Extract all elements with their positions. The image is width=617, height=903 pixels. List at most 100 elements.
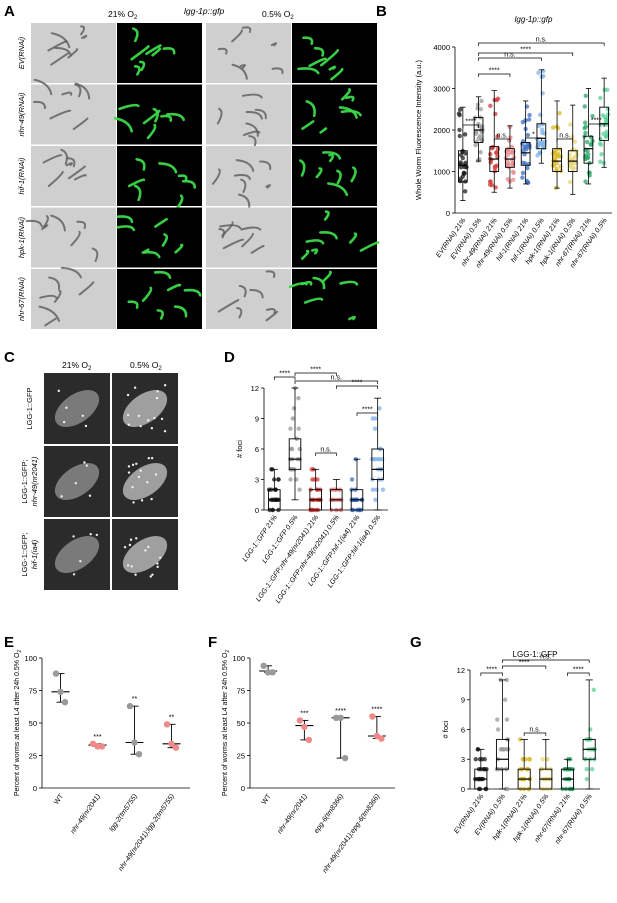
worm-shape <box>322 151 342 160</box>
data-point <box>482 757 487 762</box>
worm-shape <box>166 283 182 292</box>
panel-letter-b: B <box>376 3 387 20</box>
data-point <box>545 757 550 762</box>
worm-shape <box>166 112 185 122</box>
data-point <box>288 426 293 431</box>
autophagy-focus-dot <box>131 485 134 489</box>
worm-shape <box>177 174 188 183</box>
significance-label: **** <box>486 667 497 674</box>
box-iqr <box>495 738 510 770</box>
significance-label: ** <box>169 714 175 721</box>
worm-shape <box>175 194 184 211</box>
worm-shape <box>348 315 356 321</box>
worm-shape <box>151 47 162 57</box>
worm-shape <box>162 47 176 55</box>
data-point <box>478 149 483 155</box>
worm-shape <box>127 178 146 188</box>
autophagy-focus-dot <box>163 430 167 433</box>
brightfield-image <box>206 207 291 268</box>
autophagy-focus-dot <box>134 573 137 576</box>
worm-shape <box>91 247 99 262</box>
data-point <box>590 113 595 119</box>
worm-body-glow <box>54 390 100 427</box>
data-point <box>494 150 499 156</box>
worm-shape <box>328 153 335 163</box>
data-point <box>509 144 515 150</box>
significance-label: n.s. <box>536 37 547 44</box>
data-point <box>370 416 375 421</box>
worm-shape <box>319 231 338 240</box>
worm-shape <box>231 29 243 43</box>
significance-bracket <box>315 452 337 456</box>
data-point <box>504 149 509 154</box>
y-axis-label: # foci <box>235 440 244 458</box>
worm-shape <box>348 232 358 244</box>
data-point <box>288 477 293 482</box>
data-point <box>511 177 516 182</box>
worm-shape <box>43 224 49 229</box>
significance-label: ** <box>132 696 138 703</box>
y-tick-label: 25 <box>237 751 245 760</box>
y-tick-label: 75 <box>29 686 37 695</box>
worm-shape <box>359 241 380 252</box>
worm-shape <box>141 286 153 302</box>
worm-shape <box>265 310 278 322</box>
worm-shape <box>156 309 164 320</box>
data-point <box>502 697 508 702</box>
data-point <box>505 176 511 182</box>
significance-bracket <box>588 123 605 127</box>
worm-shape <box>240 226 262 231</box>
y-tick-label: 25 <box>29 751 37 760</box>
brightfield-image <box>31 269 116 329</box>
y-axis-label: Percent of worms at least L4 after 24h 0… <box>222 650 231 797</box>
box-iqr <box>583 135 594 164</box>
data-point <box>597 141 603 146</box>
worm-shape <box>250 244 265 254</box>
data-point <box>296 717 304 724</box>
panel-letter-d: D <box>224 349 235 366</box>
panel-c-row-label: LGG-1::GFP; <box>20 532 29 576</box>
panel-letter-e: E <box>4 634 14 651</box>
fluorescence-image <box>117 207 202 268</box>
worm-shape <box>217 299 240 313</box>
worm-shape <box>174 243 184 254</box>
significance-bracket <box>335 385 379 389</box>
worm-shape <box>66 157 76 168</box>
data-point <box>276 477 281 482</box>
box-iqr <box>520 141 531 166</box>
autophagy-focus-dot <box>72 535 75 538</box>
data-point <box>598 95 603 101</box>
data-point <box>568 158 573 163</box>
data-point <box>527 112 532 118</box>
data-point <box>541 73 546 79</box>
data-point <box>473 757 478 762</box>
worm-shape <box>73 174 87 181</box>
autophagy-focus-dot <box>84 424 88 428</box>
data-point <box>460 155 465 161</box>
data-point <box>168 740 175 747</box>
autophagy-focus-dot <box>135 537 138 540</box>
significance-bracket <box>478 57 542 61</box>
y-tick-label: 0 <box>255 506 259 515</box>
data-point <box>550 125 556 130</box>
worm-shape <box>76 220 87 230</box>
data-point <box>349 477 355 482</box>
box-iqr <box>458 150 468 183</box>
significance-label: n.s. <box>320 447 331 454</box>
worm-body-glow <box>122 536 168 573</box>
autophagy-focus-dot <box>72 573 76 576</box>
data-point <box>370 487 376 492</box>
data-point <box>479 137 485 143</box>
worm-shape <box>245 122 259 137</box>
fluorescence-image <box>117 23 202 83</box>
worm-body-glow <box>122 463 168 500</box>
data-point <box>567 179 573 185</box>
worm-shape <box>241 232 254 248</box>
worm-shape <box>60 148 68 165</box>
data-point <box>463 179 468 184</box>
panel-a-micrographs: EV(RNAi) nhr-49(RNAi) hif-1(RNAi) hpk-1(RNA… <box>17 23 380 329</box>
autophagy-focus-dot <box>83 461 86 464</box>
significance-label: **** <box>591 118 602 125</box>
